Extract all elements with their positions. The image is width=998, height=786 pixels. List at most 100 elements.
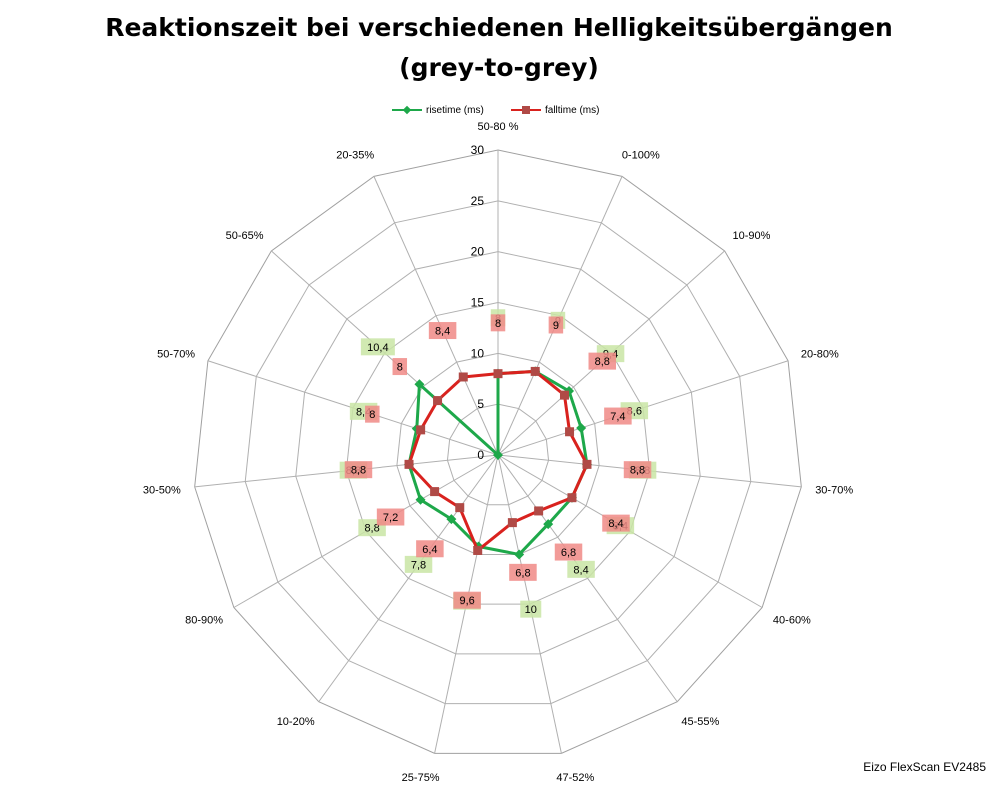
data-label-bg: [376, 508, 405, 526]
data-label-bg: [604, 407, 632, 425]
radial-tick-label: 15: [471, 296, 485, 310]
radial-tick-label: 0: [477, 448, 484, 462]
data-label-bg: [520, 600, 542, 618]
data-point-falltime: [458, 372, 468, 382]
data-label-bg: [365, 405, 380, 423]
radial-tick-label: 30: [471, 143, 485, 157]
category-label: 80-90%: [185, 615, 223, 627]
chart-title-line-2: (grey-to-grey): [399, 53, 599, 82]
data-label: 8: [495, 318, 501, 330]
data-label: 7,2: [383, 512, 398, 524]
category-label: 10-90%: [732, 230, 770, 242]
data-label: 9: [553, 320, 559, 332]
data-label: 8,4: [573, 564, 588, 576]
grid-ring-25: [244, 200, 752, 705]
data-point-risetime: [576, 422, 587, 433]
data-label-bg: [453, 591, 481, 609]
data-label: 9,6: [459, 595, 474, 607]
data-point-risetime: [514, 549, 525, 560]
data-label-bg: [490, 314, 506, 332]
category-label: 50-65%: [226, 230, 264, 242]
category-label: 0-100%: [622, 149, 660, 161]
radial-tick-label: 25: [471, 194, 485, 208]
category-label: 10-20%: [277, 716, 315, 728]
data-label: 10: [525, 604, 537, 616]
data-point-falltime: [567, 493, 577, 503]
legend-swatch-falltime: [511, 106, 541, 114]
radial-tick-label: 5: [477, 397, 484, 411]
data-label: 6,8: [515, 567, 530, 579]
data-point-falltime: [430, 487, 440, 497]
data-label-bg: [344, 461, 373, 479]
data-point-falltime: [559, 390, 569, 400]
radial-tick-label: 20: [471, 245, 485, 259]
grid-spoke: [318, 454, 499, 703]
data-point-risetime: [414, 379, 425, 390]
data-label: 8: [369, 409, 375, 421]
category-label: 25-75%: [402, 772, 440, 784]
grid-ring-10: [396, 352, 600, 555]
data-point-falltime: [582, 459, 592, 469]
data-point-falltime: [530, 366, 540, 376]
category-label: 20-80%: [801, 348, 839, 360]
data-point-falltime: [404, 459, 414, 469]
grid-ring-30: [194, 149, 802, 754]
data-label: 8,8: [351, 465, 366, 477]
category-label: 50-70%: [157, 348, 195, 360]
category-label: 40-60%: [773, 615, 811, 627]
data-point-falltime: [507, 518, 517, 528]
data-label: 10,4: [367, 342, 388, 354]
legend-item-falltime: falltime (ms): [511, 100, 599, 120]
data-label: 8,4: [608, 518, 623, 530]
category-label: 30-70%: [815, 484, 853, 496]
data-label-bg: [567, 560, 595, 578]
data-label: 8,8: [630, 465, 645, 477]
data-point-risetime: [446, 514, 457, 525]
legend-label-risetime: risetime (ms): [426, 104, 484, 116]
data-point-falltime: [433, 396, 443, 406]
chart-title: Reaktionszeit bei verschiedenen Helligke…: [0, 8, 998, 88]
data-label-bg: [602, 514, 630, 532]
legend-item-risetime: risetime (ms): [392, 100, 484, 120]
data-point-falltime: [493, 369, 503, 379]
data-point-falltime: [534, 506, 544, 516]
data-label: 6,4: [422, 544, 437, 556]
data-label-bg: [416, 540, 444, 558]
data-label-bg: [404, 555, 433, 573]
series-line-risetime: [407, 369, 589, 556]
category-label: 20-35%: [336, 149, 374, 161]
radial-tick-label: 10: [471, 346, 485, 360]
data-point-falltime: [473, 545, 483, 555]
category-label: 30-50%: [143, 484, 181, 496]
grid-ring-15: [345, 301, 651, 605]
legend-label-falltime: falltime (ms): [545, 104, 600, 116]
legend: risetime (ms) falltime (ms): [0, 100, 998, 120]
data-label: 7,8: [411, 559, 426, 571]
data-label: 8,4: [435, 326, 450, 338]
grid-spoke: [497, 454, 678, 703]
data-label-bg: [360, 338, 395, 356]
data-label-bg: [588, 352, 617, 370]
data-point-falltime: [455, 503, 465, 513]
category-label: 47-52%: [556, 772, 594, 784]
data-label: 8,8: [595, 356, 610, 368]
data-label-bg: [509, 563, 537, 581]
series-line-falltime: [407, 369, 589, 552]
data-point-falltime: [565, 427, 575, 437]
chart-title-line-1: Reaktionszeit bei verschiedenen Helligke…: [105, 13, 893, 42]
footer-model-label: Eizo FlexScan EV2485: [863, 760, 986, 774]
data-point-risetime: [493, 450, 503, 460]
data-label: 8,8: [364, 523, 379, 535]
grid-ring-20: [295, 251, 701, 655]
data-label-bg: [392, 358, 408, 376]
category-label: 45-55%: [681, 716, 719, 728]
data-point-risetime: [415, 494, 426, 505]
data-label-bg: [554, 543, 583, 561]
data-point-risetime: [543, 519, 554, 530]
data-label: 6,8: [561, 547, 576, 559]
data-label: 8: [397, 362, 403, 374]
data-label: 7,4: [610, 411, 625, 423]
data-label-bg: [428, 322, 457, 340]
data-point-falltime: [416, 425, 426, 435]
